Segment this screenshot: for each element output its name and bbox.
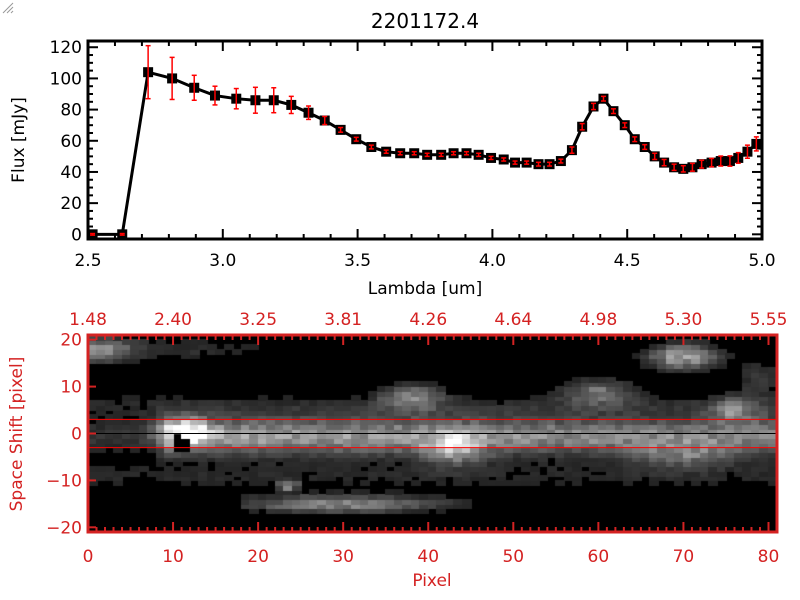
y-tick-label: 40 (60, 163, 82, 183)
x-tick-label: 3.5 (344, 251, 371, 271)
x-tick-label: 2.5 (74, 251, 101, 271)
bottom-y-axis-label: Space Shift [pixel] (7, 357, 27, 512)
x-tick-label: 80 (758, 547, 780, 567)
x-tick-label: 20 (247, 547, 269, 567)
x-tick-label: 70 (673, 547, 695, 567)
top-x-tick-label: 1.48 (69, 310, 107, 330)
x-tick-label: 5.0 (748, 251, 775, 271)
y-tick-label: −20 (46, 518, 82, 538)
y-tick-label: 10 (60, 378, 82, 398)
plot-frame (86, 39, 764, 241)
y-tick-label: 60 (60, 132, 82, 152)
x-tick-label: 4.5 (614, 251, 641, 271)
top-x-tick-label: 4.98 (579, 310, 617, 330)
top-x-tick-label: 5.30 (665, 310, 703, 330)
top-x-axis-label: Lambda [um] (368, 279, 482, 299)
x-tick-label: 50 (502, 547, 524, 567)
y-tick-label: 80 (60, 101, 82, 121)
top-x-tick-label: 3.25 (239, 310, 277, 330)
top-x-tick-label: 4.64 (494, 310, 532, 330)
resize-grip-icon[interactable] (0, 0, 14, 14)
y-tick-label: 0 (71, 425, 82, 445)
y-tick-label: 120 (50, 38, 82, 58)
top-x-tick-label: 3.81 (324, 310, 362, 330)
x-tick-label: 60 (588, 547, 610, 567)
y-tick-label: −10 (46, 471, 82, 491)
y-tick-label: 20 (60, 331, 82, 351)
top-x-tick-label: 2.40 (154, 310, 192, 330)
y-tick-label: 0 (71, 225, 82, 245)
x-tick-label: 0 (83, 547, 94, 567)
y-tick-label: 20 (60, 194, 82, 214)
bottom-x-axis-label: Pixel (412, 571, 451, 591)
top-x-tick-label: 4.26 (409, 310, 447, 330)
y-tick-label: 100 (50, 69, 82, 89)
x-tick-label: 30 (332, 547, 354, 567)
x-tick-label: 40 (417, 547, 439, 567)
x-tick-label: 4.0 (479, 251, 506, 271)
chart-title: 2201172.4 (371, 9, 479, 33)
top-y-axis-label: Flux [mJy] (9, 97, 29, 183)
top-x-tick-label: 5.55 (750, 310, 788, 330)
x-tick-label: 3.0 (209, 251, 236, 271)
image-frame (86, 333, 779, 534)
x-tick-label: 10 (162, 547, 184, 567)
